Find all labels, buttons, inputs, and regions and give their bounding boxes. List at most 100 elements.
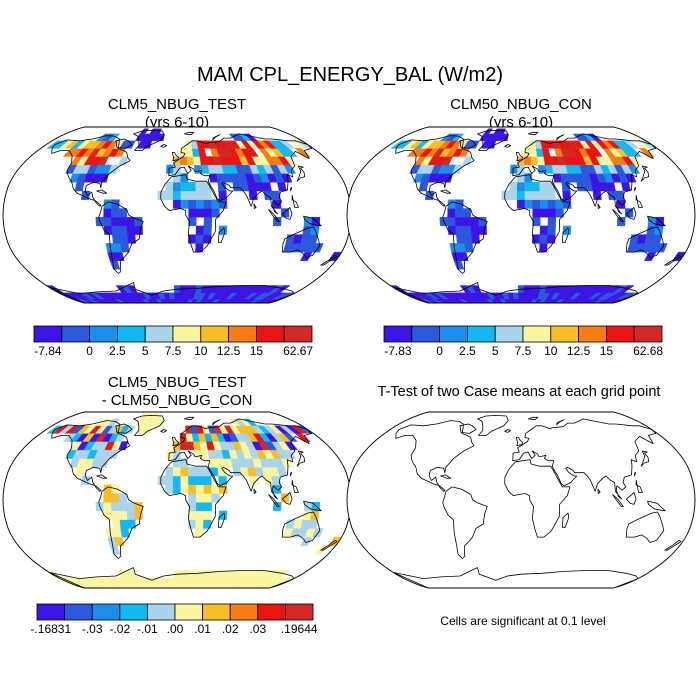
grid-cell bbox=[187, 182, 197, 192]
grid-cell bbox=[169, 583, 176, 588]
colorbar-label: 0 bbox=[436, 344, 443, 358]
map-background bbox=[347, 412, 695, 588]
colorbar-1: -7.84 0 2.5 5 7.5 10 12.5 15 62.67 bbox=[33, 325, 313, 358]
coastline-baffin bbox=[459, 423, 477, 434]
grid-cell bbox=[303, 502, 313, 512]
coastline-africa bbox=[504, 459, 571, 538]
coastline-newguinea bbox=[647, 215, 666, 227]
colorbar-box bbox=[36, 603, 66, 621]
coastline-antarctica bbox=[48, 567, 295, 588]
colorbar-box bbox=[64, 603, 93, 621]
grid-cell bbox=[462, 216, 472, 227]
colorbar-box bbox=[494, 325, 524, 343]
coastline-nz bbox=[664, 540, 682, 551]
grid-cell bbox=[172, 182, 182, 192]
grid-cell bbox=[647, 216, 657, 227]
colorbar-box bbox=[61, 325, 90, 343]
significance-note: Cells are significant at 0.1 level bbox=[440, 614, 606, 628]
grid-cell bbox=[464, 243, 474, 253]
colorbar-3: -.16831 -.03 -.02 -.01 .00 .01 .02 .03 .19644 bbox=[30, 603, 318, 636]
grid-cell bbox=[119, 519, 129, 529]
grid-cell bbox=[103, 216, 112, 227]
colorbar-box bbox=[633, 325, 663, 343]
grid-cell bbox=[174, 298, 180, 303]
grid-cell bbox=[607, 190, 618, 200]
grid-cell bbox=[111, 484, 120, 494]
grid-cell bbox=[195, 475, 205, 485]
grid-cell bbox=[452, 164, 463, 174]
grid-cell bbox=[462, 208, 471, 218]
coastline-nz bbox=[664, 254, 682, 266]
grid-cell bbox=[303, 216, 313, 227]
coastline-cuba bbox=[440, 189, 452, 194]
colorbar-label: 2.5 bbox=[459, 344, 476, 358]
coastline-uk bbox=[171, 436, 180, 447]
colorbar-box bbox=[172, 325, 202, 343]
coastline-eurasia bbox=[512, 418, 657, 500]
coastline-borneo bbox=[281, 491, 293, 505]
grid-cell bbox=[180, 182, 189, 192]
grid-cell bbox=[470, 225, 480, 235]
grid-cell bbox=[111, 225, 121, 235]
coastline-novaya bbox=[212, 419, 221, 426]
grid-cell bbox=[450, 133, 465, 142]
grid-cell bbox=[195, 234, 204, 244]
grid-cell bbox=[518, 298, 524, 303]
grid-cell bbox=[539, 199, 549, 209]
coastline-samerica bbox=[98, 201, 144, 274]
coastline-madagascar bbox=[217, 512, 226, 528]
grid-cell bbox=[203, 190, 212, 200]
grid-cell bbox=[203, 208, 213, 218]
coastline-taiwan bbox=[290, 187, 293, 192]
grid-cell bbox=[539, 225, 549, 235]
grid-cell bbox=[180, 190, 189, 200]
panel-3-title-line2: - CLM50_NBUG_CON bbox=[101, 392, 253, 409]
coastlines bbox=[48, 414, 338, 588]
grid-cell bbox=[127, 570, 138, 578]
coastline-greenland bbox=[133, 129, 165, 151]
grid-cell bbox=[188, 510, 197, 520]
coastline-australia bbox=[625, 226, 665, 258]
coastline-uk bbox=[515, 436, 523, 447]
grid-cell bbox=[447, 208, 456, 218]
grid-cell bbox=[180, 199, 189, 209]
coastline-srilanka bbox=[253, 488, 257, 494]
coastline-cuba bbox=[96, 474, 108, 479]
grid-cell bbox=[165, 467, 174, 477]
grid-cell bbox=[203, 234, 212, 244]
coastline-japan bbox=[296, 165, 306, 182]
grid-cell bbox=[524, 182, 533, 192]
colorbar-label: .00 bbox=[167, 622, 184, 636]
grid-cell bbox=[196, 208, 205, 218]
grid-cell bbox=[154, 413, 162, 420]
grid-cell bbox=[103, 208, 112, 218]
grid-cell bbox=[126, 502, 135, 512]
grid-cell bbox=[463, 225, 472, 235]
grid-cell bbox=[509, 182, 518, 192]
grid-cell bbox=[547, 190, 556, 200]
grid-cell bbox=[218, 510, 228, 520]
coastline-taiwan bbox=[634, 187, 637, 192]
colorbar-label: 10 bbox=[544, 344, 558, 358]
coastline-greenland bbox=[477, 414, 509, 436]
grid-cell bbox=[232, 182, 242, 192]
grid-cell bbox=[553, 173, 563, 183]
panel-3-title-line1: CLM5_NBUG_TEST bbox=[107, 374, 247, 391]
grid-cell bbox=[188, 484, 197, 494]
grid-cell bbox=[120, 528, 130, 538]
grid-cell bbox=[615, 190, 625, 200]
coastline-africa bbox=[160, 174, 227, 253]
grid-cell bbox=[80, 475, 91, 485]
coastline-australia bbox=[281, 511, 321, 543]
grid-cell bbox=[547, 234, 556, 244]
coastline-cuba bbox=[96, 189, 108, 194]
grid-cell bbox=[111, 510, 121, 520]
colorbar-label: .02 bbox=[222, 622, 239, 636]
colorbar-box bbox=[146, 603, 176, 621]
grid-cell bbox=[539, 234, 548, 244]
coastline-sumatra bbox=[612, 209, 624, 222]
grid-cell bbox=[165, 475, 174, 485]
grid-cell bbox=[617, 285, 635, 293]
grid-cell bbox=[209, 173, 219, 183]
